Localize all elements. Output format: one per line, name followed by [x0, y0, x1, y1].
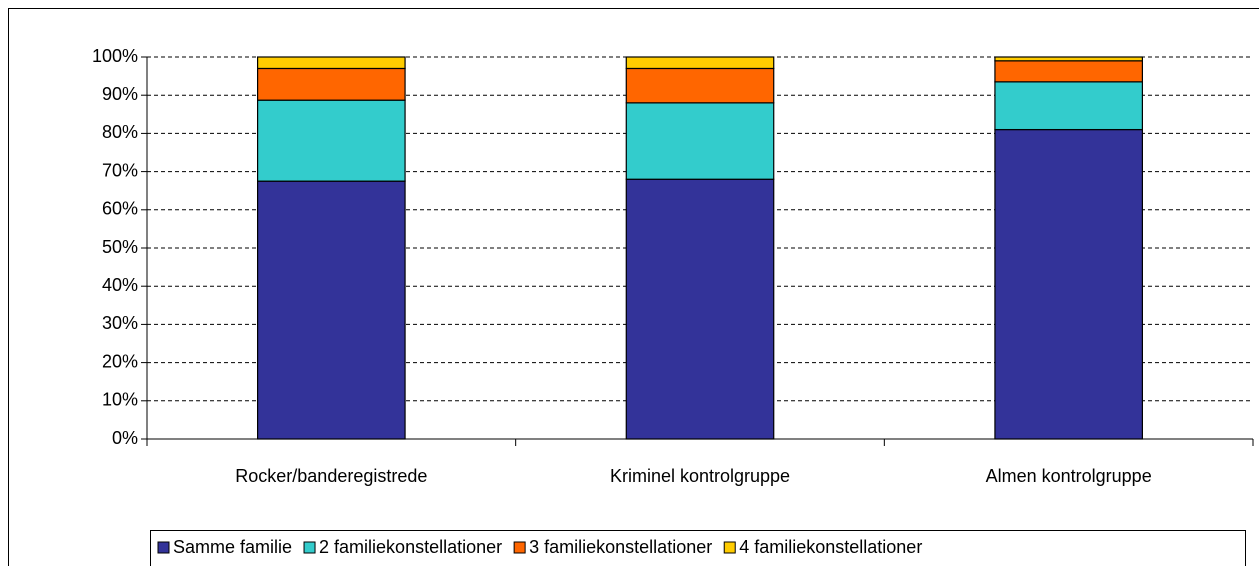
y-tick-label: 40%	[102, 275, 138, 295]
bar-segment	[257, 56, 406, 70]
y-tick-label: 20%	[102, 351, 138, 371]
legend-swatch	[513, 541, 526, 554]
legend-swatch	[723, 541, 736, 554]
x-tick-label: Almen kontrolgruppe	[986, 466, 1152, 486]
bar-segment	[625, 67, 775, 104]
bar-segment	[625, 102, 775, 180]
bar-segment	[257, 180, 406, 440]
y-tick-label: 0%	[112, 428, 138, 448]
bar-segment	[625, 178, 775, 440]
bar-segment	[625, 56, 775, 70]
y-tick-label: 80%	[102, 122, 138, 142]
bar-segment	[257, 99, 406, 182]
bar-segment	[994, 128, 1144, 440]
legend-label: Samme familie	[173, 537, 292, 557]
legend-label: 3 familiekonstellationer	[529, 537, 712, 557]
x-tick-label: Rocker/banderegistrede	[235, 466, 427, 486]
y-tick-label: 90%	[102, 84, 138, 104]
y-tick-label: 60%	[102, 199, 138, 219]
y-tick-label: 50%	[102, 237, 138, 257]
legend-label: 4 familiekonstellationer	[739, 537, 922, 557]
y-tick-label: 100%	[92, 46, 138, 66]
legend-label: 2 familiekonstellationer	[319, 537, 502, 557]
y-tick-label: 70%	[102, 160, 138, 180]
x-tick-label: Kriminel kontrolgruppe	[610, 466, 790, 486]
legend-box	[150, 530, 1246, 566]
bar-segment	[994, 60, 1144, 83]
bar-segment	[994, 56, 1144, 62]
bar-segment	[994, 81, 1144, 131]
legend-swatch	[157, 541, 170, 554]
y-tick-label: 30%	[102, 313, 138, 333]
bar-segment	[257, 67, 406, 101]
y-tick-label: 10%	[102, 390, 138, 410]
legend-swatch	[303, 541, 316, 554]
